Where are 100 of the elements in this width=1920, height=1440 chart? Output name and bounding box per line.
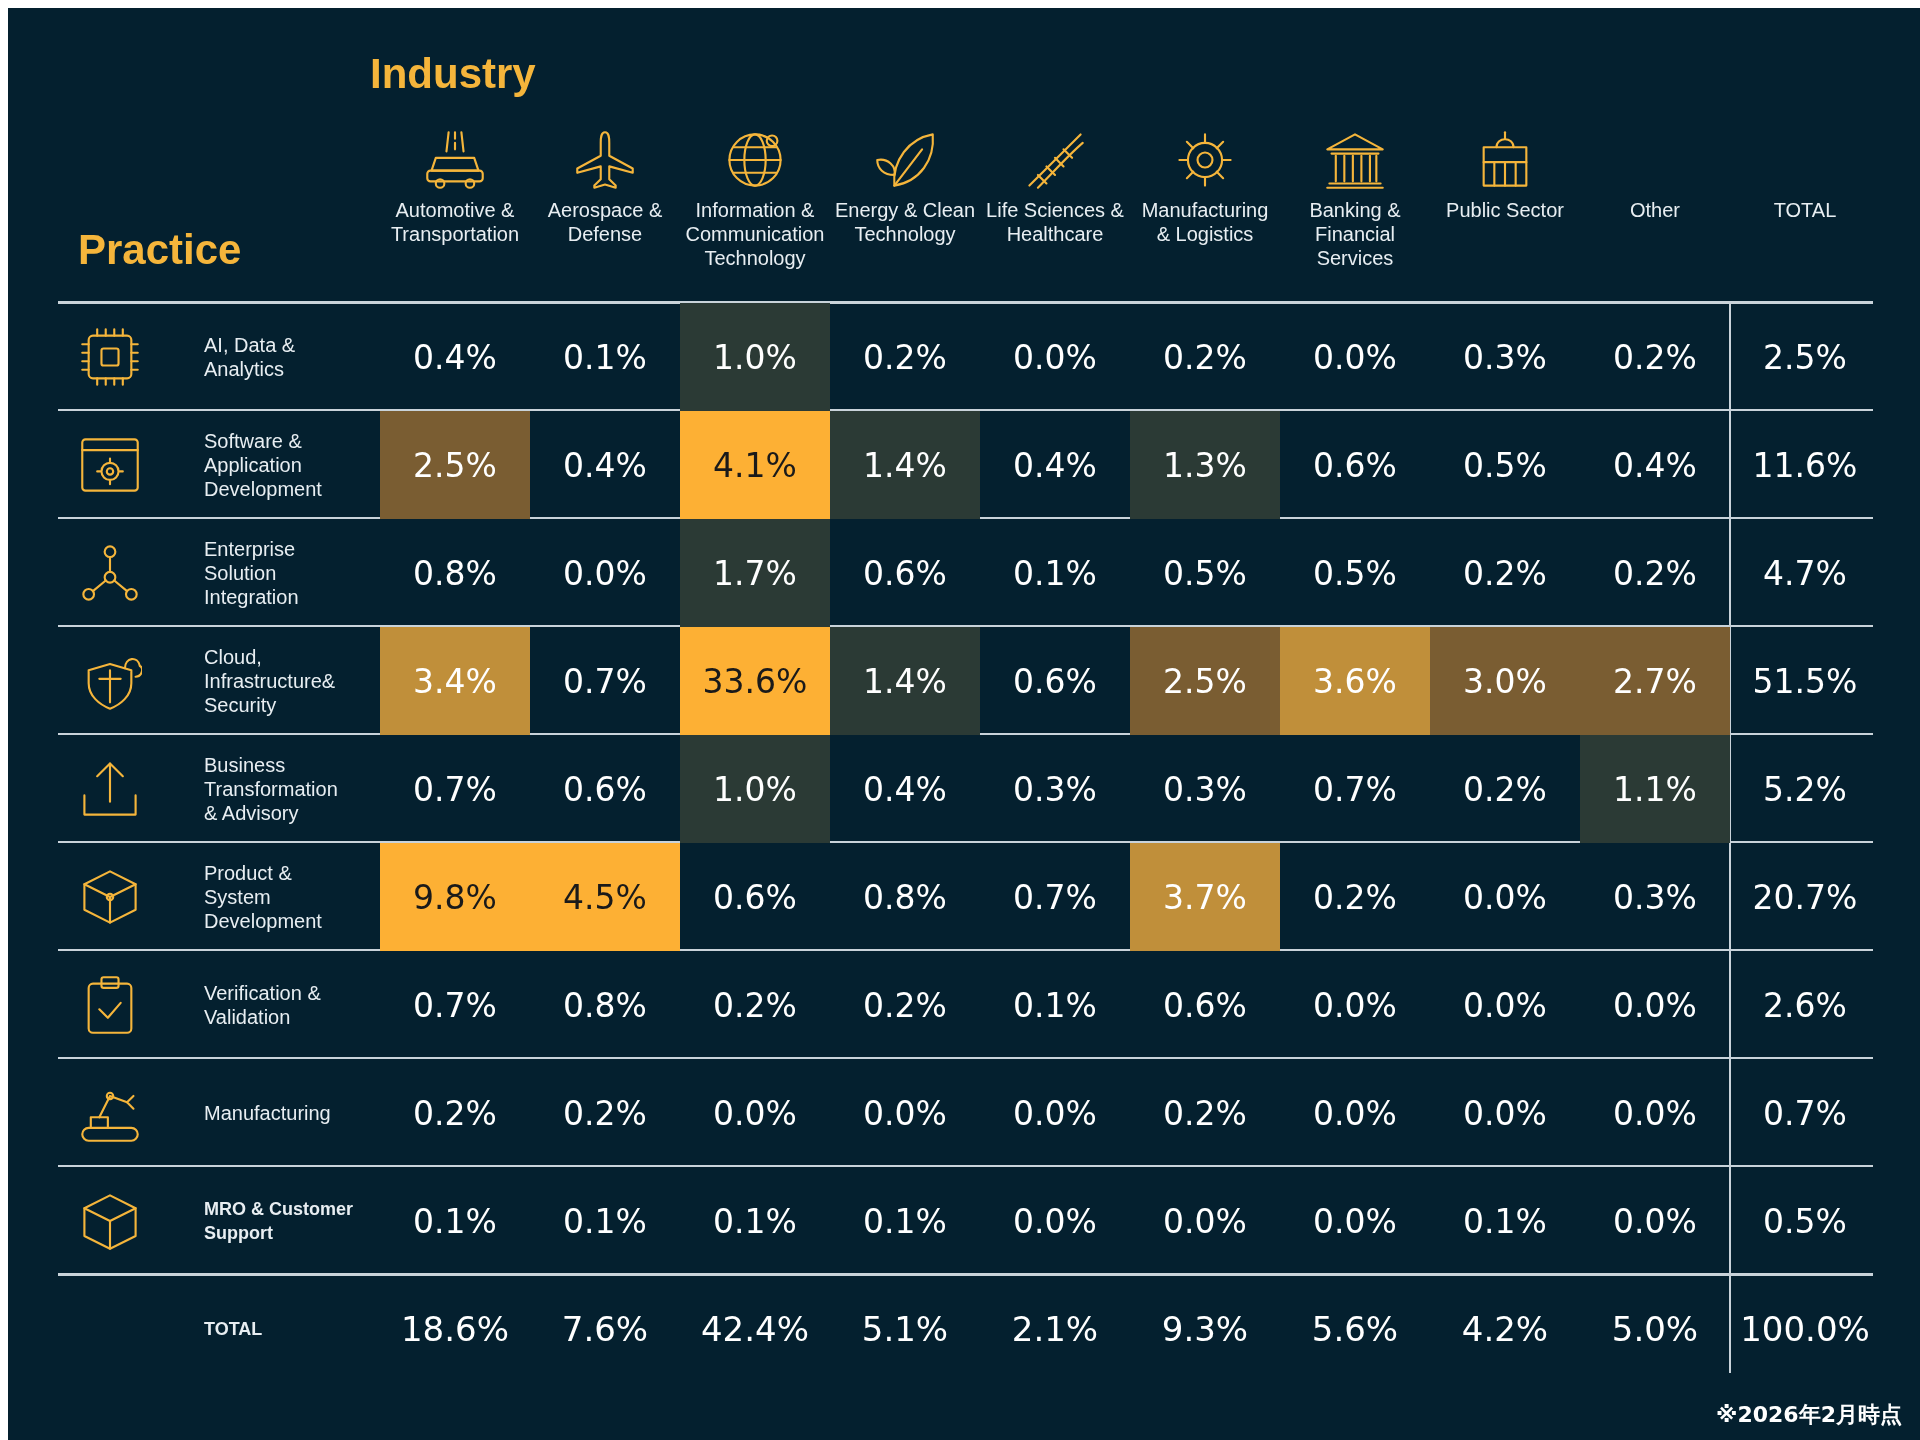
data-label: 0.4% <box>1613 445 1697 485</box>
data-label: 0.0% <box>1463 985 1547 1025</box>
data-label: 0.0% <box>563 553 647 593</box>
data-label: 0.0% <box>1013 1093 1097 1133</box>
data-label: 0.0% <box>863 1093 947 1133</box>
data-label: 0.7% <box>1763 1093 1847 1133</box>
data-label: 4.5% <box>563 877 647 917</box>
x-tick-label: Life Sciences & Healthcare <box>985 198 1125 246</box>
data-label: 0.2% <box>1613 337 1697 377</box>
data-label: 0.2% <box>713 985 797 1025</box>
data-label: 0.6% <box>1163 985 1247 1025</box>
data-label: 0.2% <box>1613 553 1697 593</box>
data-label: 2.1% <box>1011 1309 1099 1349</box>
y-tick-label: Manufacturing <box>204 1101 332 1126</box>
x-tick-label: Other <box>1629 198 1681 222</box>
data-label: 2.5% <box>1163 661 1247 701</box>
data-label: 0.0% <box>1013 337 1097 377</box>
data-label: 0.3% <box>1013 769 1097 809</box>
y-tick-label: MRO & Customer Support <box>204 1198 354 1245</box>
data-label: 0.0% <box>1613 1201 1697 1241</box>
data-label: 0.0% <box>1463 877 1547 917</box>
data-label: 0.2% <box>1313 877 1397 917</box>
data-label: 2.5% <box>1763 337 1847 377</box>
data-label: 0.0% <box>1013 1201 1097 1241</box>
y-axis-title: Practice <box>78 226 242 274</box>
data-label: 9.8% <box>413 877 497 917</box>
data-label: 0.4% <box>413 337 497 377</box>
y-tick-label: Enterprise Solution Integration <box>204 537 300 610</box>
data-label: 0.1% <box>1463 1201 1547 1241</box>
data-label: 0.6% <box>563 769 647 809</box>
data-label: 1.4% <box>863 445 947 485</box>
data-label: 0.1% <box>563 1201 647 1241</box>
data-label: 4.2% <box>1461 1309 1549 1349</box>
data-label: 0.2% <box>1463 553 1547 593</box>
data-label: 1.0% <box>713 769 797 809</box>
data-label: 0.2% <box>1163 1093 1247 1133</box>
data-label: 0.2% <box>863 985 947 1025</box>
data-label: 1.4% <box>863 661 947 701</box>
data-label: 2.7% <box>1613 661 1697 701</box>
data-label: 0.0% <box>1613 1093 1697 1133</box>
data-label: 0.4% <box>1013 445 1097 485</box>
data-label: 0.2% <box>1463 769 1547 809</box>
x-tick-label: Public Sector <box>1445 198 1565 222</box>
data-label: 0.5% <box>1763 1201 1847 1241</box>
y-tick-label: Cloud, Infrastructure& Security <box>204 645 337 718</box>
data-label: 0.6% <box>1313 445 1397 485</box>
x-tick-label: TOTAL <box>1772 198 1838 222</box>
data-label: 0.0% <box>1163 1201 1247 1241</box>
y-tick-label: AI, Data & Analytics <box>204 333 297 382</box>
data-label: 20.7% <box>1752 877 1858 917</box>
data-label: 5.1% <box>861 1309 949 1349</box>
data-label: 0.1% <box>413 1201 497 1241</box>
data-label: 0.0% <box>1313 337 1397 377</box>
y-tick-label: Business Transformation & Advisory <box>204 753 339 826</box>
data-label: 0.8% <box>563 985 647 1025</box>
data-label: 4.7% <box>1763 553 1847 593</box>
x-tick-label: Aerospace & Defense <box>546 198 664 246</box>
y-tick-label: Product & System Development <box>204 861 323 934</box>
data-label: 0.8% <box>413 553 497 593</box>
data-label: 2.5% <box>413 445 497 485</box>
data-label: 5.6% <box>1311 1309 1399 1349</box>
text: ※2026年2月時点 <box>1716 1401 1902 1429</box>
data-label: 3.0% <box>1463 661 1547 701</box>
data-label: 42.4% <box>700 1309 810 1349</box>
data-label: 0.4% <box>863 769 947 809</box>
data-label: 0.0% <box>1313 1093 1397 1133</box>
data-label: 0.1% <box>1013 553 1097 593</box>
data-label: 0.5% <box>1463 445 1547 485</box>
data-label: 0.8% <box>863 877 947 917</box>
y-tick-label: Software & Application Development <box>204 429 323 502</box>
data-label: 11.6% <box>1752 445 1858 485</box>
x-tick-label: Information & Communication Technology <box>684 198 826 270</box>
data-label: 1.3% <box>1163 445 1247 485</box>
data-label: 4.1% <box>713 445 797 485</box>
data-label: 1.0% <box>713 337 797 377</box>
data-label: 0.3% <box>1463 337 1547 377</box>
data-label: 0.6% <box>1013 661 1097 701</box>
data-label: 0.2% <box>563 1093 647 1133</box>
data-label: 0.6% <box>713 877 797 917</box>
data-label: 0.3% <box>1163 769 1247 809</box>
data-label: 0.1% <box>863 1201 947 1241</box>
data-label: 0.0% <box>1313 1201 1397 1241</box>
y-tick-label: Verification & Validation <box>204 981 322 1030</box>
data-label: 0.1% <box>713 1201 797 1241</box>
data-label: 0.2% <box>413 1093 497 1133</box>
data-label: 0.7% <box>1013 877 1097 917</box>
data-label: 0.6% <box>863 553 947 593</box>
data-label: 0.5% <box>1313 553 1397 593</box>
data-label: 0.2% <box>863 337 947 377</box>
data-label: 2.6% <box>1763 985 1847 1025</box>
data-label: 0.7% <box>413 769 497 809</box>
data-label: 0.1% <box>563 337 647 377</box>
data-label: 5.0% <box>1611 1309 1699 1349</box>
data-label: 0.7% <box>1313 769 1397 809</box>
data-label: 5.2% <box>1763 769 1847 809</box>
data-label: 0.1% <box>1013 985 1097 1025</box>
data-label: 0.2% <box>1163 337 1247 377</box>
data-label: 0.4% <box>563 445 647 485</box>
data-label: 0.0% <box>1313 985 1397 1025</box>
data-label: 0.7% <box>413 985 497 1025</box>
